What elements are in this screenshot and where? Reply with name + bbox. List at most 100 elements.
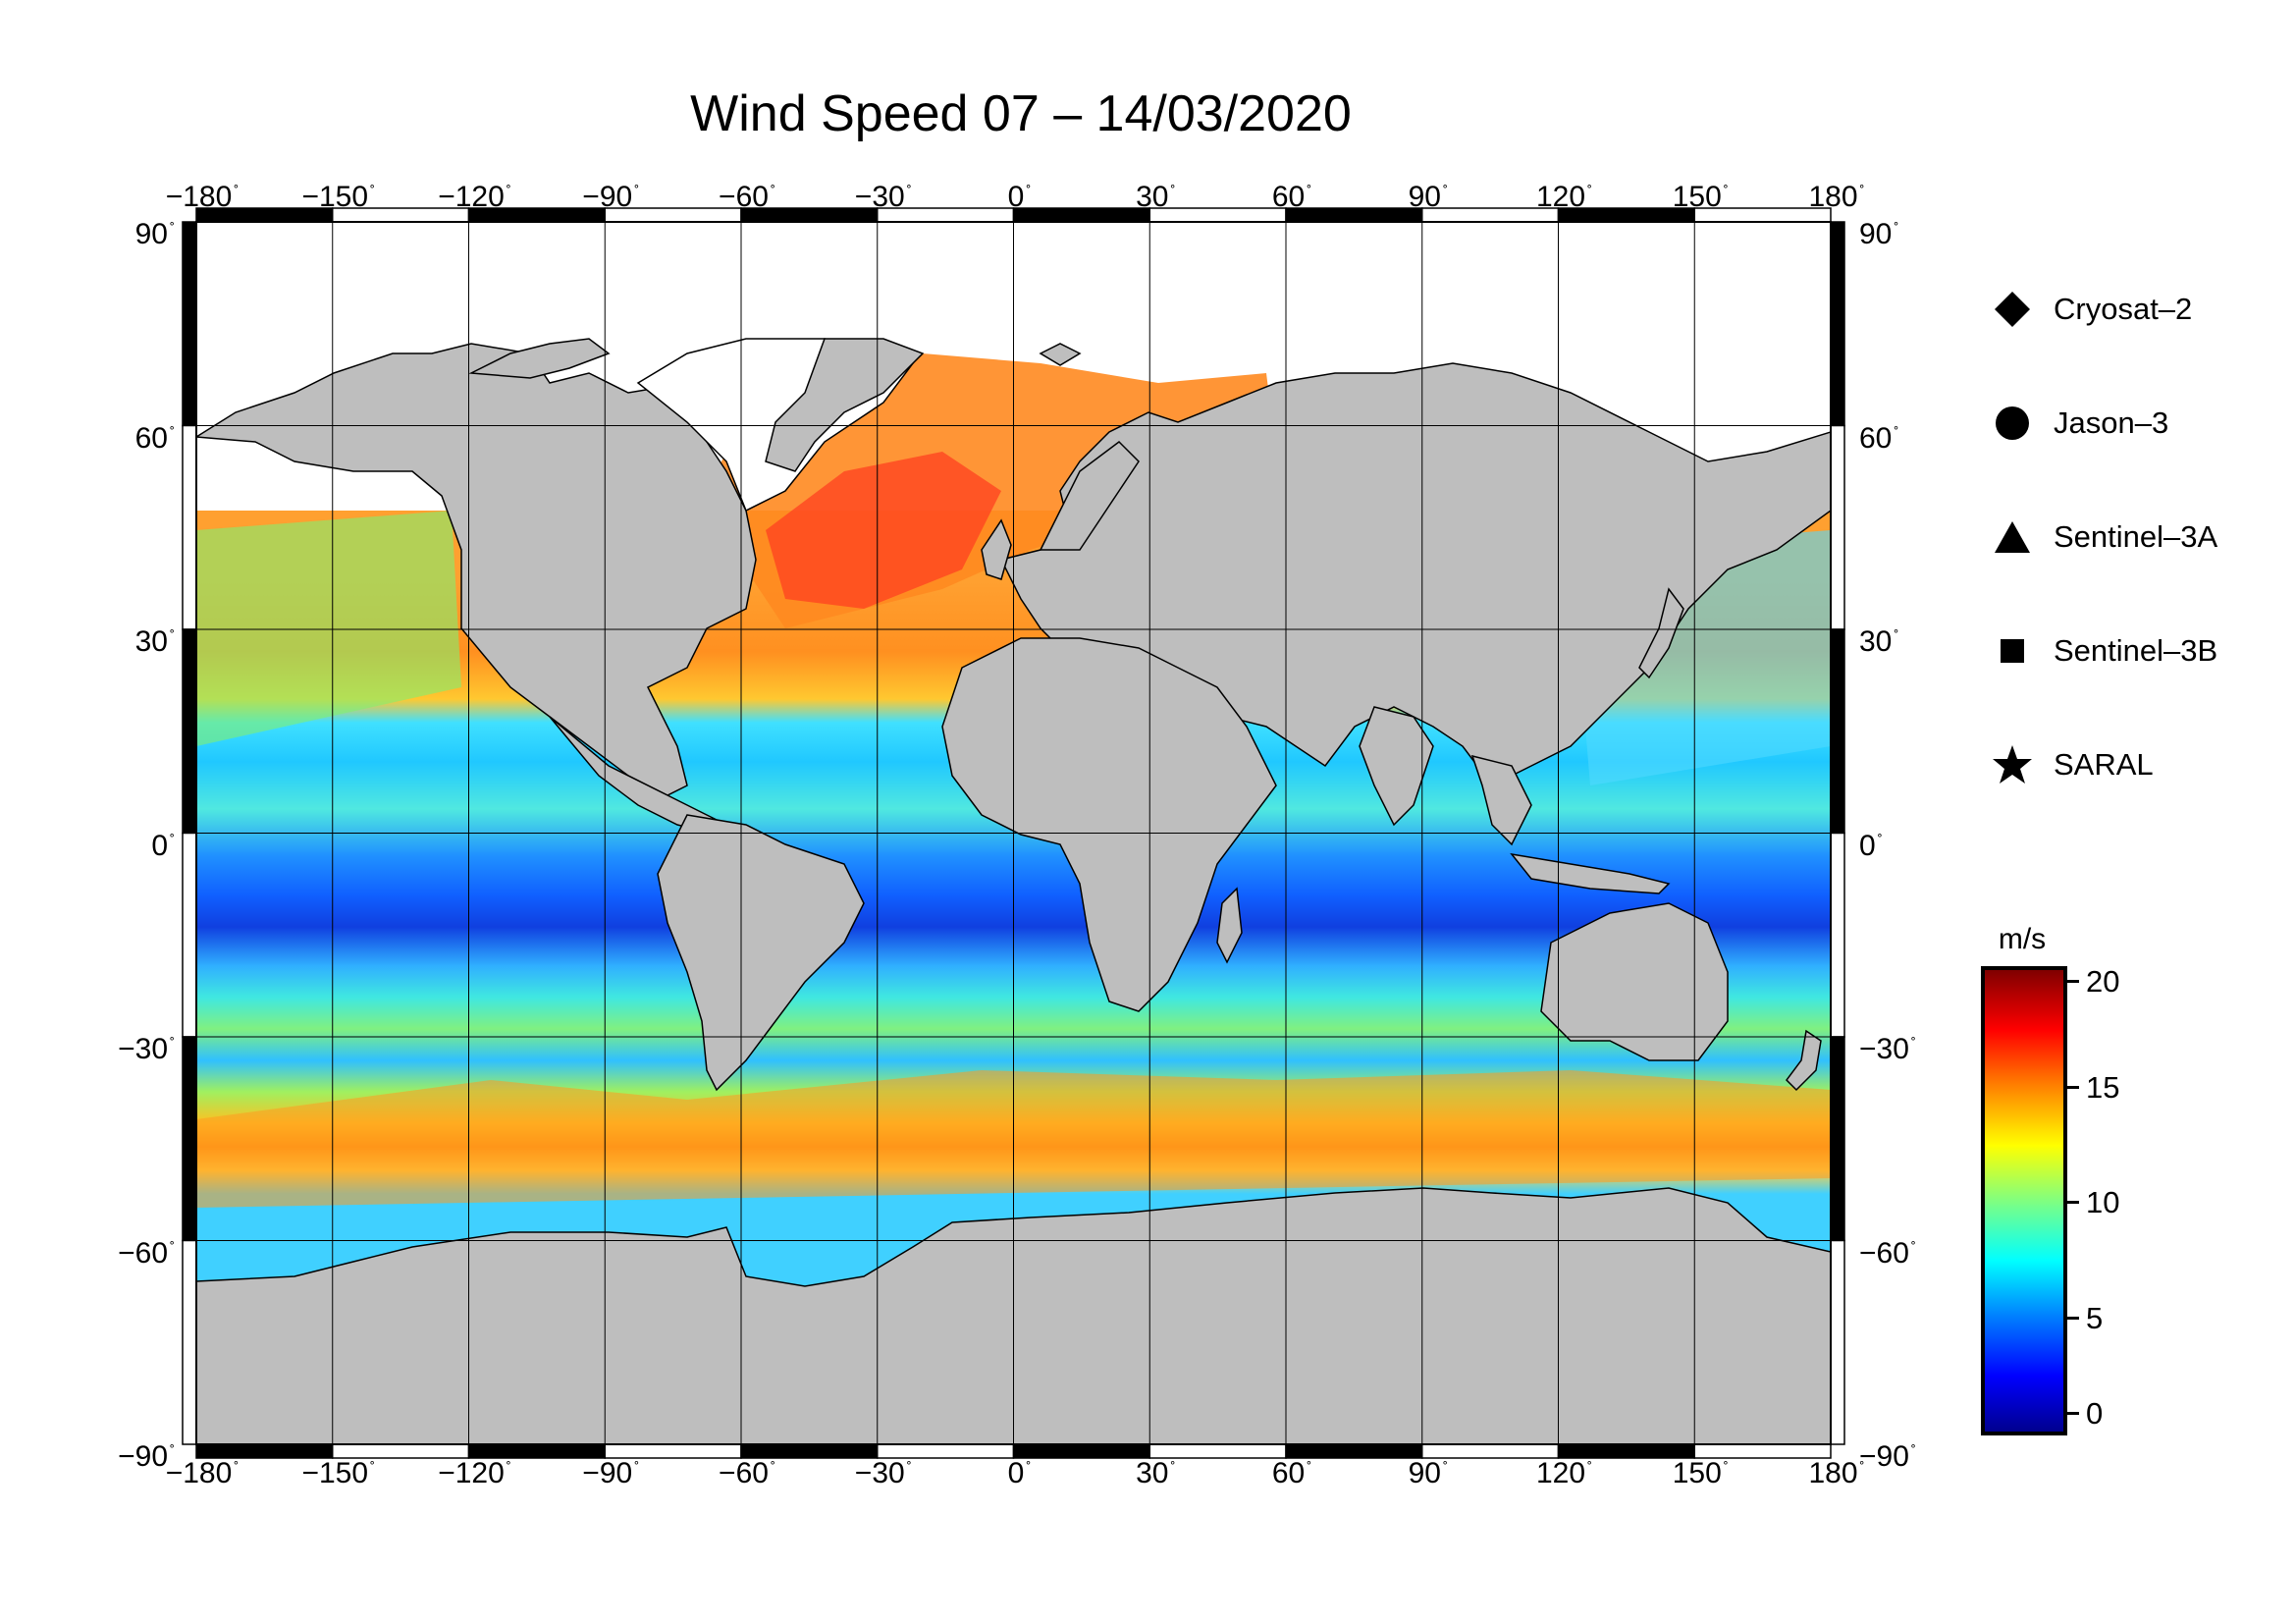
y-tick-label-right: 90 ˚ [1859,218,1899,250]
x-tick-label-bottom: 30 ˚ [1136,1457,1176,1489]
triangle-icon [1983,513,2042,562]
x-tick-label-top: −180 ˚ [165,181,240,213]
legend-item-cryosat-2: Cryosat–2 [1983,285,2192,334]
x-tick-label-bottom: 150 ˚ [1672,1457,1729,1489]
japan [1638,587,1684,679]
colorbar-tick-label: 5 [2086,1300,2104,1335]
frame-segment-right [1830,1036,1845,1242]
frame-segment-bottom [467,1443,606,1459]
x-tick-label-top: 60 ˚ [1271,181,1312,213]
x-tick-label-bottom: −60 ˚ [719,1457,775,1489]
diamond-icon [1983,285,2042,334]
british-isles [981,518,1012,580]
canadian-arctic-islands [468,338,611,379]
map-frame [182,207,1845,1459]
x-tick-label-bottom: 60 ˚ [1271,1457,1312,1489]
svalbard [1039,343,1082,366]
colorbar-tickmark [2067,1412,2079,1415]
frame-segment-bottom [1012,1443,1150,1459]
x-tick-label-top: 180 ˚ [1808,181,1865,213]
y-tick-label-right: −90 ˚ [1859,1440,1916,1473]
frame-segment-left [182,832,197,1038]
y-tick-label-left: 60 ˚ [134,421,175,455]
frame-segment-bottom [740,1443,879,1459]
colorbar-tickmark [2067,980,2079,983]
frame-segment-left [182,1036,197,1242]
scandinavia [1039,441,1140,551]
x-tick-label-top: −90 ˚ [582,181,640,213]
africa [941,637,1277,1012]
legend-item-sentinel-3a: Sentinel–3A [1983,513,2217,562]
y-tick-label-left: 0 ˚ [151,829,175,862]
x-tick-label-bottom: −180 ˚ [165,1457,240,1489]
frame-segment-right [1830,424,1845,630]
frame-segment-right [1830,832,1845,1038]
y-tick-label-left: −60 ˚ [118,1236,175,1270]
x-tick-label-top: 30 ˚ [1136,181,1176,213]
frame-segment-left [182,221,197,427]
south-america [657,814,865,1092]
x-tick-label-bottom: −150 ˚ [301,1457,376,1489]
y-tick-label-left: 30 ˚ [134,625,175,658]
legend-label: Cryosat–2 [2054,292,2193,326]
frame-segment-bottom [1148,1443,1287,1459]
map-frame-group [182,207,1845,1459]
circle-icon [1983,399,2042,448]
x-tick-label-top: 150 ˚ [1672,181,1729,213]
australia [1540,902,1729,1061]
legend-item-jason-3: Jason–3 [1983,399,2168,448]
colorbar: m/s 20 15 10 5 0 [1973,923,2169,1453]
colorbar-tick-label: 0 [2086,1396,2104,1431]
colorbar-tick-label: 10 [2086,1185,2120,1219]
legend-item-saral: SARAL [1983,740,2154,789]
square-icon [1983,626,2042,676]
x-tick-label-top: −120 ˚ [438,181,511,213]
x-tick-label-top: 90 ˚ [1408,181,1448,213]
legend-item-sentinel-3b: Sentinel–3B [1983,626,2217,676]
legend-label: Sentinel–3B [2054,633,2218,668]
frame-segment-bottom [1421,1443,1560,1459]
y-tick-label-right: 60 ˚ [1859,421,1899,455]
legend-label: Jason–3 [2054,406,2169,440]
x-tick-label-top: −150 ˚ [301,181,376,213]
y-tick-label-right: 0 ˚ [1859,829,1883,862]
india [1359,706,1434,827]
colorbar-gradient [1981,966,2067,1435]
frame-segment-right [1830,221,1845,427]
frame-segment-left [182,1239,197,1445]
x-tick-label-bottom: 120 ˚ [1535,1457,1593,1489]
x-tick-label-bottom: −90 ˚ [582,1457,640,1489]
x-tick-label-top: 0 ˚ [1007,181,1032,213]
north-pacific-wind [196,511,461,746]
frame-segment-bottom [1693,1443,1832,1459]
colorbar-tick-label: 15 [2086,1069,2120,1105]
colorbar-tickmark [2067,1316,2079,1320]
x-tick-label-top: 120 ˚ [1535,181,1593,213]
southeast-asia [1470,754,1532,846]
frame-segment-left [182,424,197,630]
star-icon [1983,740,2042,789]
legend-label: SARAL [2054,747,2154,782]
x-tick-label-top: −60 ˚ [719,181,775,213]
y-tick-label-right: 30 ˚ [1859,625,1899,658]
north-america [196,343,757,796]
frame-segment-bottom [332,1443,470,1459]
y-tick-label-right: −30 ˚ [1859,1033,1916,1065]
madagascar [1216,887,1243,964]
indonesia [1510,852,1671,894]
greenland-coast [765,338,925,472]
x-tick-label-top: −30 ˚ [854,181,912,213]
frame-segment-left [182,628,197,835]
y-tick-label-left: −90 ˚ [118,1440,175,1473]
map-border [195,221,1832,1445]
x-tick-label-bottom: −120 ˚ [438,1457,511,1489]
x-tick-label-bottom: 90 ˚ [1408,1457,1448,1489]
frame-segment-bottom [1285,1443,1423,1459]
frame-segment-bottom [877,1443,1015,1459]
x-tick-label-bottom: 0 ˚ [1007,1457,1032,1489]
legend-label: Sentinel–3A [2054,519,2218,554]
colorbar-tick-label: 20 [2086,964,2120,999]
frame-segment-bottom [195,1443,334,1459]
north-atlantic-peak-wind [766,452,1001,609]
